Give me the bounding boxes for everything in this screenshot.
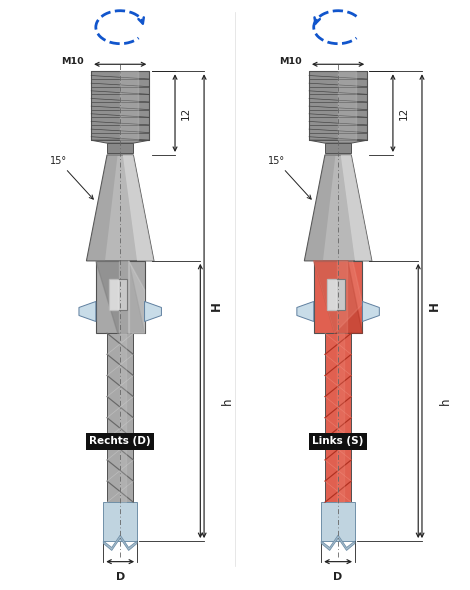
Polygon shape	[305, 155, 336, 261]
Polygon shape	[86, 155, 154, 261]
Text: 15°: 15°	[50, 156, 93, 199]
Polygon shape	[338, 71, 355, 140]
Bar	[309, 71, 367, 140]
Polygon shape	[337, 333, 344, 502]
Polygon shape	[305, 155, 372, 261]
Polygon shape	[321, 535, 355, 550]
Bar	[325, 143, 351, 153]
Polygon shape	[145, 301, 161, 322]
Polygon shape	[129, 261, 145, 333]
Bar	[327, 280, 345, 310]
Text: M10: M10	[62, 57, 84, 67]
Bar	[107, 143, 133, 153]
Polygon shape	[362, 301, 379, 322]
Bar	[110, 280, 127, 310]
Polygon shape	[123, 155, 154, 261]
Text: h: h	[221, 397, 234, 405]
Text: M10: M10	[279, 57, 302, 67]
Polygon shape	[120, 71, 138, 140]
Polygon shape	[110, 280, 118, 310]
Polygon shape	[341, 155, 372, 261]
Polygon shape	[309, 140, 367, 143]
Bar	[321, 502, 355, 541]
Text: H: H	[210, 301, 223, 311]
Polygon shape	[327, 280, 336, 310]
Polygon shape	[119, 333, 126, 502]
Polygon shape	[91, 140, 149, 143]
Bar	[107, 333, 133, 502]
Bar	[96, 261, 145, 333]
Polygon shape	[96, 261, 145, 333]
Bar	[91, 71, 149, 140]
Bar	[325, 333, 351, 502]
Text: 15°: 15°	[268, 156, 311, 199]
Bar	[314, 261, 362, 333]
Text: D: D	[334, 572, 343, 582]
Polygon shape	[103, 535, 137, 550]
Polygon shape	[314, 261, 362, 333]
Text: 12: 12	[180, 106, 191, 120]
Text: D: D	[116, 572, 125, 582]
Polygon shape	[79, 301, 96, 322]
Text: H: H	[428, 301, 440, 311]
Polygon shape	[86, 155, 118, 261]
Text: Rechts (D): Rechts (D)	[89, 437, 151, 447]
Bar	[103, 502, 137, 541]
Polygon shape	[297, 301, 314, 322]
Polygon shape	[314, 261, 362, 333]
Text: Links (S): Links (S)	[313, 437, 364, 447]
Text: h: h	[439, 397, 452, 405]
Polygon shape	[119, 261, 129, 333]
Polygon shape	[337, 261, 346, 333]
Text: 12: 12	[399, 106, 408, 120]
